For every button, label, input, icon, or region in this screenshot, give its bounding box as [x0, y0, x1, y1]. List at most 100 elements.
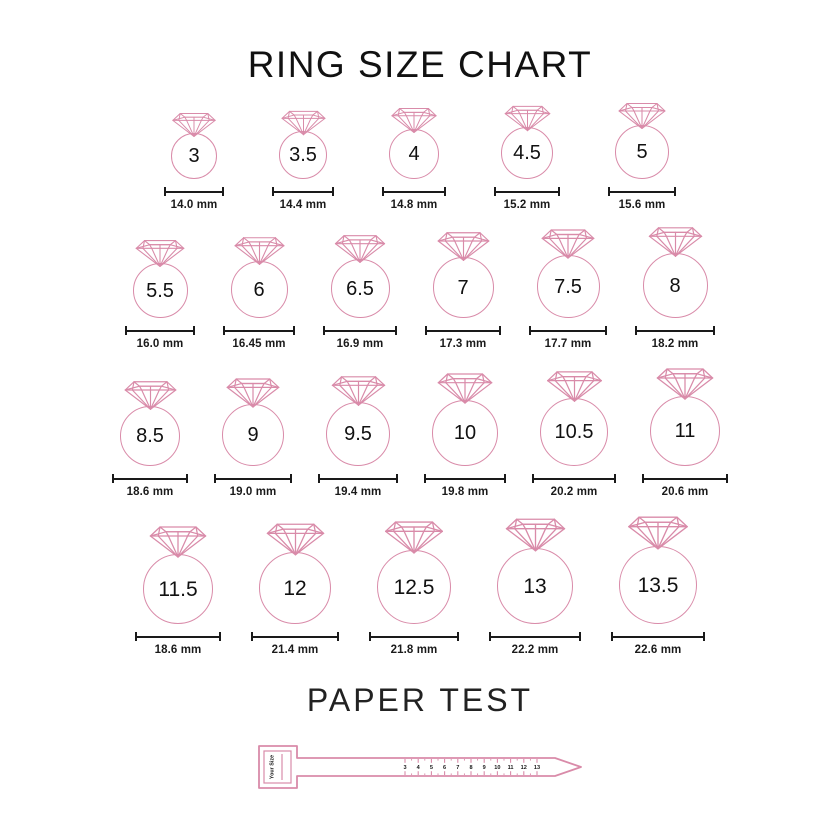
- ring-size-cell[interactable]: 11.5 18.6 mm: [135, 524, 221, 656]
- ruler-number: 13: [534, 765, 540, 771]
- ring-size-label: 6: [253, 278, 265, 301]
- dimension-cap-right: [558, 187, 560, 196]
- ring-size-cell[interactable]: 9 19.0 mm: [214, 376, 292, 498]
- diameter-dimension: 22.6 mm: [611, 632, 705, 656]
- dimension-line: [608, 187, 676, 196]
- ring-band-circle: 6: [230, 261, 288, 318]
- ruler-number: 5: [430, 765, 433, 771]
- diamond-icon: [334, 235, 386, 263]
- dimension-cap-right: [395, 326, 397, 335]
- dimension-line: [223, 326, 295, 335]
- dimension-cap-left: [369, 632, 371, 641]
- ring-size-cell[interactable]: 3.5 14.4 mm: [272, 109, 334, 211]
- diamond-icon: [172, 113, 216, 137]
- diamond-icon: [266, 523, 324, 556]
- paper-test-title: PAPER TEST: [306, 682, 534, 718]
- your-size-window: [263, 750, 292, 784]
- ruler-number: 9: [483, 765, 486, 771]
- ring-band-circle: 4.5: [501, 127, 553, 179]
- dimension-cap-left: [214, 474, 216, 483]
- diamond-icon: [628, 516, 688, 550]
- ring-size-cell[interactable]: 9.5 19.4 mm: [318, 374, 398, 498]
- diamond-wrap: [545, 369, 604, 404]
- diamond-wrap: [171, 111, 217, 139]
- dimension-cap-right: [713, 326, 715, 335]
- diameter-mm-label: 17.7 mm: [544, 338, 592, 350]
- diameter-dimension: 16.45 mm: [223, 326, 295, 350]
- ring-size-cell[interactable]: 6.5 16.9 mm: [323, 233, 397, 350]
- diameter-mm-label: 21.8 mm: [390, 644, 438, 656]
- ring-band-circle: 11: [650, 396, 720, 466]
- ring-size-cell[interactable]: 4 14.8 mm: [382, 106, 446, 211]
- ring-size-label: 3: [188, 145, 200, 167]
- diameter-dimension: 22.2 mm: [489, 632, 581, 656]
- dimension-cap-right: [293, 326, 295, 335]
- ring-size-cell[interactable]: 5 15.6 mm: [608, 101, 676, 211]
- diameter-dimension: 18.2 mm: [635, 326, 715, 350]
- ring-size-label: 13: [523, 574, 547, 598]
- ring-band-circle: 11.5: [143, 554, 213, 624]
- diamond-icon: [437, 373, 493, 404]
- paper-test-strip: Your Size 3 4 5 6 7 8 9 10 11 12 13: [258, 745, 582, 789]
- ring-size-cell[interactable]: 13 22.2 mm: [489, 516, 581, 656]
- dimension-cap-right: [332, 187, 334, 196]
- dimension-line: [642, 474, 728, 483]
- ring-size-label: 3.5: [289, 144, 317, 166]
- ring-size-cell[interactable]: 3 14.0 mm: [164, 111, 224, 211]
- ring-size-cell[interactable]: 7.5 17.7 mm: [529, 227, 607, 350]
- diamond-icon: [234, 237, 284, 265]
- ruler-number: 12: [521, 765, 527, 771]
- ring-size-cell[interactable]: 8 18.2 mm: [635, 225, 715, 350]
- ring-size-cell[interactable]: 8.5 18.6 mm: [112, 379, 188, 498]
- ring-size-cell[interactable]: 12 21.4 mm: [251, 521, 339, 656]
- ruler-number: 10: [494, 765, 500, 771]
- diameter-dimension: 17.3 mm: [425, 326, 501, 350]
- ring-size-cell[interactable]: 7 17.3 mm: [425, 230, 501, 350]
- diameter-mm-label: 20.6 mm: [661, 486, 709, 498]
- diamond-icon: [149, 526, 207, 558]
- ring-size-cell[interactable]: 6 16.45 mm: [223, 235, 295, 350]
- diamond-icon: [648, 227, 702, 257]
- ring-size-cell[interactable]: 4.5 15.2 mm: [494, 104, 560, 211]
- diamond-icon: [281, 110, 325, 136]
- ring-size-cell[interactable]: 13.5 22.6 mm: [611, 514, 705, 656]
- diameter-mm-label: 18.6 mm: [126, 486, 174, 498]
- diamond-wrap: [148, 524, 208, 560]
- diameter-mm-label: 16.9 mm: [336, 338, 384, 350]
- dimension-line: [532, 474, 616, 483]
- ring-band-circle: 6.5: [330, 259, 390, 318]
- dimension-line: [611, 632, 705, 641]
- ring-band-circle: 12: [259, 552, 331, 624]
- dimension-cap-right: [457, 632, 459, 641]
- ring-size-cell[interactable]: 11 20.6 mm: [642, 366, 728, 498]
- dimension-cap-left: [223, 326, 225, 335]
- diamond-wrap: [233, 235, 286, 267]
- diameter-mm-label: 16.45 mm: [232, 338, 286, 350]
- ruler-number: 7: [456, 765, 459, 771]
- diameter-dimension: 21.4 mm: [251, 632, 339, 656]
- diameter-mm-label: 21.4 mm: [271, 644, 319, 656]
- ring-size-cell[interactable]: 10.5 20.2 mm: [532, 369, 616, 498]
- diamond-icon: [541, 229, 595, 259]
- dimension-cap-right: [337, 632, 339, 641]
- dimension-cap-left: [382, 187, 384, 196]
- ring-size-cell[interactable]: 12.5 21.8 mm: [369, 519, 459, 656]
- ring-size-cell[interactable]: 5.5 16.0 mm: [125, 238, 195, 350]
- ring-size-label: 11.5: [158, 577, 198, 601]
- dimension-cap-right: [222, 187, 224, 196]
- dimension-line: [635, 326, 715, 335]
- dimension-line: [494, 187, 560, 196]
- page-title: RING SIZE CHART: [247, 44, 593, 85]
- diamond-wrap: [225, 376, 281, 410]
- diameter-mm-label: 19.4 mm: [334, 486, 382, 498]
- dimension-cap-right: [186, 474, 188, 483]
- dimension-cap-right: [726, 474, 728, 483]
- dimension-cap-left: [251, 632, 253, 641]
- ring-size-cell[interactable]: 10 19.8 mm: [424, 371, 506, 498]
- dimension-cap-right: [396, 474, 398, 483]
- diameter-dimension: 16.0 mm: [125, 326, 195, 350]
- diameter-dimension: 14.4 mm: [272, 187, 334, 211]
- ring-band-circle: 10: [432, 400, 498, 466]
- dimension-line: [251, 632, 339, 641]
- ring-band-circle: 13: [497, 548, 573, 624]
